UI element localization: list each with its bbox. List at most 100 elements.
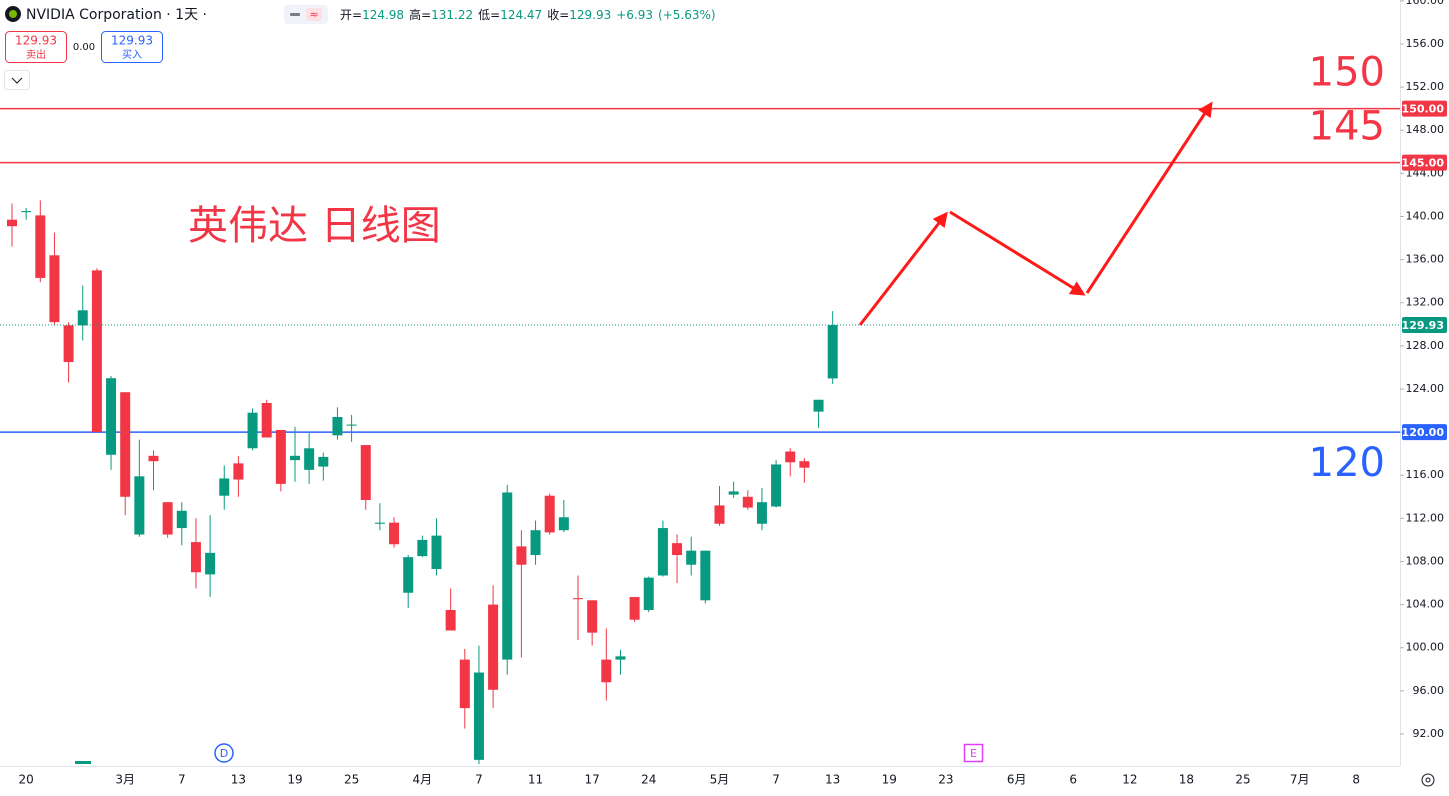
candle-body [771, 464, 782, 507]
candle-body [615, 656, 626, 660]
candle-body [672, 543, 683, 556]
collapse-icon [11, 77, 23, 84]
level-price-label: 120.00 [1402, 426, 1445, 439]
candle-body [35, 215, 46, 278]
candle-body [134, 476, 145, 535]
y-tick-label: 132.00 [1406, 296, 1445, 309]
x-tick-label: 24 [641, 773, 656, 787]
chip-icon-text: ≈ [309, 8, 318, 21]
y-tick-label: 108.00 [1406, 554, 1445, 567]
candle-body [785, 451, 796, 463]
candle-body [360, 445, 371, 501]
candle-body [813, 399, 824, 412]
candle-body [21, 211, 32, 213]
y-tick-label: 104.00 [1406, 598, 1445, 611]
buy-button[interactable] [101, 31, 163, 63]
close-value: 129.93 [569, 8, 611, 22]
candle-body [219, 478, 230, 496]
candle-body [530, 530, 541, 556]
y-tick-label: 92.00 [1413, 727, 1445, 740]
header: NVIDIA Corporation · 1天 · ≈ 开=124.98 高=13… [4, 5, 716, 90]
forecast-arrows [858, 101, 1213, 326]
change: +6.93 [616, 8, 653, 22]
candle-body [374, 522, 385, 524]
dividend-label: D [220, 747, 228, 760]
x-tick-label: 17 [585, 773, 600, 787]
candle-body [431, 535, 442, 570]
sell-button[interactable] [5, 31, 67, 63]
y-tick-label: 140.00 [1406, 209, 1445, 222]
collapse-button[interactable] [4, 70, 30, 90]
y-tick-label: 116.00 [1406, 468, 1445, 481]
candle-body [686, 550, 697, 565]
symbol-logo-mark [9, 10, 17, 18]
candle-body [403, 557, 414, 593]
x-tick-label: 23 [938, 773, 953, 787]
y-tick-label: 124.00 [1406, 382, 1445, 395]
y-tick-label: 148.00 [1406, 123, 1445, 136]
low-value: 124.47 [500, 8, 542, 22]
candle-body [445, 609, 456, 631]
buy-price: 129.93 [111, 34, 153, 48]
buy-label: 买入 [122, 49, 142, 61]
candle-body [728, 491, 739, 495]
chip-icon [306, 8, 322, 21]
x-tick-label: 4月 [413, 773, 433, 787]
x-tick-label: 3月 [115, 773, 135, 787]
candle-body [558, 517, 569, 531]
x-tick-label: 25 [1235, 773, 1250, 787]
level-price-label: 145.00 [1402, 157, 1445, 170]
candle-body [91, 270, 102, 433]
x-tick-label: 5月 [710, 773, 730, 787]
candle-body [643, 577, 654, 610]
arrow [1085, 101, 1213, 294]
high-label: 高= [409, 7, 431, 22]
open-label: 开= [340, 8, 362, 22]
dividend-marker[interactable] [214, 743, 234, 763]
x-tick-label: 7月 [1290, 773, 1310, 787]
y-tick-label: 112.00 [1406, 511, 1445, 524]
candle-body [176, 510, 187, 529]
candle-body [233, 463, 244, 480]
candle-body [7, 219, 17, 227]
change-pct: (+5.63%) [658, 8, 716, 22]
x-tick-label: 8 [1352, 773, 1360, 787]
candle-body [247, 412, 258, 449]
candle-body [346, 424, 357, 426]
earnings-marker[interactable] [963, 743, 984, 763]
candle-body [544, 495, 555, 533]
y-tick-label: 128.00 [1406, 339, 1445, 352]
x-tick-label: 7 [772, 773, 780, 787]
candle-body [573, 598, 583, 600]
candle-body [516, 546, 527, 565]
candle-body [63, 325, 74, 363]
settings-button[interactable] [1421, 773, 1435, 787]
candle-body [275, 429, 286, 484]
settings-icon [1425, 777, 1431, 783]
x-tick-label: 11 [528, 773, 543, 787]
candle-body [629, 597, 640, 620]
candle-body [49, 255, 60, 323]
level-annotation: 120 [1309, 440, 1385, 486]
level-price-box [1402, 424, 1447, 441]
split-marker[interactable] [75, 761, 91, 764]
close-label: 收= [547, 8, 569, 22]
x-tick-label: 7 [475, 773, 483, 787]
candle-body [502, 492, 513, 660]
candle-body [389, 522, 400, 545]
arrow [949, 210, 1086, 296]
x-tick-label: 19 [287, 773, 302, 787]
x-tick-label: 13 [825, 773, 840, 787]
x-tick-label: 20 [19, 773, 34, 787]
level-price-box [1402, 154, 1447, 171]
sell-label: 卖出 [26, 48, 46, 61]
candle-body [190, 542, 201, 573]
y-tick-label: 96.00 [1413, 684, 1445, 697]
spread: 0.00 [73, 42, 95, 53]
candle-body [318, 456, 329, 467]
candle-body [332, 417, 343, 436]
candle-body [290, 455, 300, 461]
